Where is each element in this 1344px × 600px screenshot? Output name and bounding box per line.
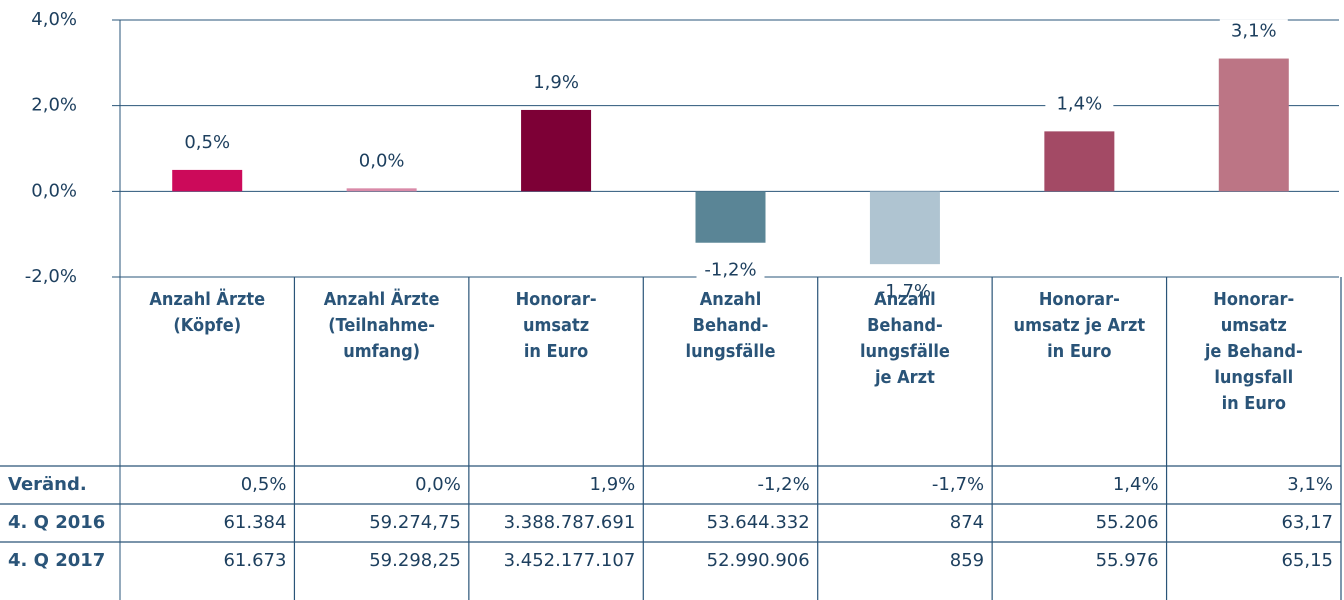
label-bg (1219, 19, 1288, 44)
table-cell: 3.452.177.107 (504, 550, 636, 571)
column-header: Anzahl Ärzte (Köpfe) (149, 288, 265, 336)
bar (1044, 131, 1115, 192)
y-tick-label: 0,0% (31, 180, 77, 201)
bar (172, 169, 243, 192)
table-cell: -1,7% (932, 474, 984, 495)
value-label: -1,7% (879, 281, 931, 302)
y-tick-label: 4,0% (31, 9, 77, 30)
value-label: 0,5% (184, 132, 230, 153)
table-cell: 52.990.906 (707, 550, 810, 571)
value-label: 1,9% (533, 72, 579, 93)
table-cell: 1,4% (1113, 474, 1159, 495)
table-cell: 55.976 (1096, 550, 1159, 571)
column-header: Anzahl Behand-lungsfälle je Arzt (860, 289, 950, 388)
table-cell: 59.298,25 (369, 550, 461, 571)
table-cell: 55.206 (1096, 512, 1159, 533)
table-cell: 61.673 (223, 550, 286, 571)
value-label: 1,4% (1056, 93, 1102, 114)
table-cell: 3.388.787.691 (504, 512, 636, 533)
table-cell: 0,0% (415, 474, 461, 495)
y-tick-label: -2,0% (25, 266, 77, 287)
column-header: Anzahl Behand-lungsfälle (686, 289, 776, 362)
bar (346, 188, 417, 192)
row-label: 4. Q 2017 (8, 550, 105, 571)
bar (869, 191, 940, 265)
bar (521, 109, 592, 192)
value-label: -1,2% (704, 260, 756, 281)
column-header: Honorar-umsatz je Arzt in Euro (1014, 289, 1146, 362)
bar (1218, 58, 1289, 192)
column-header: Anzahl Ärzte (Teilnahme-umfang) (324, 288, 440, 362)
label-bg (347, 149, 416, 174)
table-cell: 859 (950, 550, 984, 571)
label-bg (870, 280, 939, 305)
row-label: Veränd. (8, 474, 87, 495)
table-cell: 53.644.332 (707, 512, 810, 533)
table-cell: -1,2% (757, 474, 809, 495)
table-cell: 61.384 (223, 512, 286, 533)
y-tick-label: 2,0% (31, 95, 77, 116)
table-cell: 63,17 (1281, 512, 1333, 533)
table-cell: 1,9% (590, 474, 636, 495)
label-bg (522, 70, 591, 95)
bar (695, 191, 766, 243)
label-bg (696, 258, 765, 283)
label-bg (173, 130, 242, 155)
table-cell: 874 (950, 512, 984, 533)
value-label: 0,0% (359, 150, 405, 171)
value-label: 3,1% (1231, 21, 1277, 42)
row-label: 4. Q 2016 (8, 512, 105, 533)
table-cell: 65,15 (1281, 550, 1333, 571)
table-cell: 3,1% (1287, 474, 1333, 495)
table-cell: 59.274,75 (369, 512, 461, 533)
table-cell: 0,5% (241, 474, 287, 495)
label-bg (1045, 92, 1114, 117)
column-header: Honorar-umsatz je Behand-lungsfall in Euro (1204, 289, 1303, 414)
column-header: Honorar-umsatz in Euro (516, 289, 597, 362)
